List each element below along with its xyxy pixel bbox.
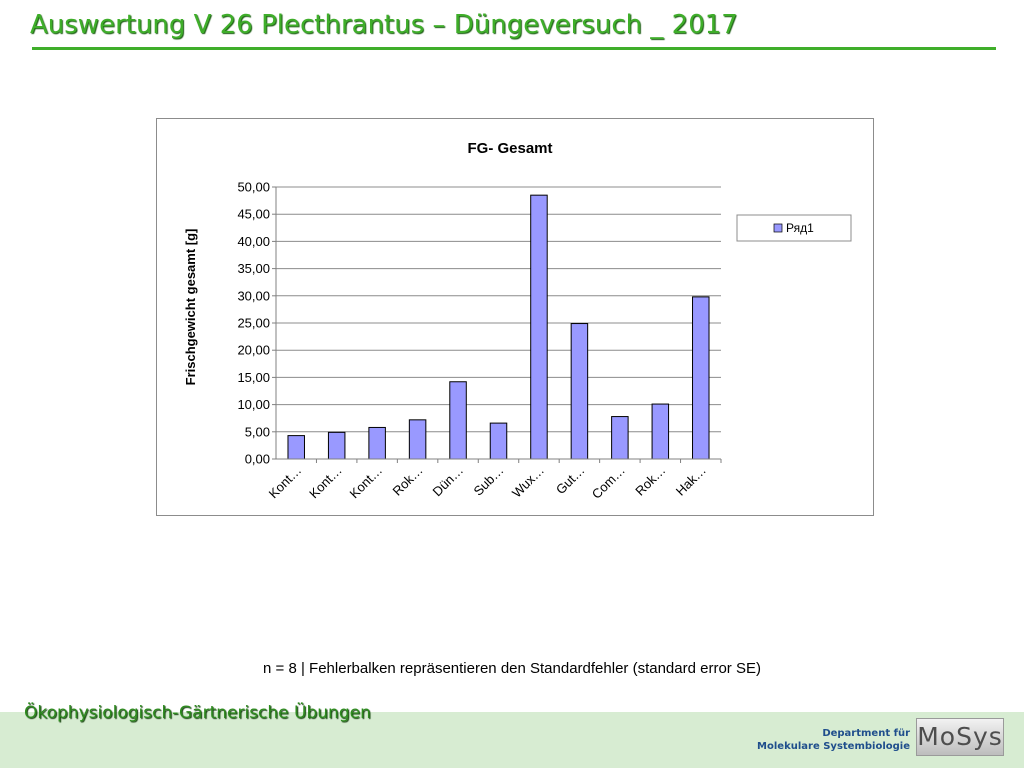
x-tick-label: Kont… [266, 463, 305, 502]
bar [692, 296, 710, 460]
y-tick-label: 5,00 [245, 424, 270, 439]
y-tick-label: 15,00 [237, 370, 270, 385]
y-tick-label: 40,00 [237, 234, 270, 249]
x-tick-label: Kont… [306, 463, 345, 502]
bar [368, 426, 386, 460]
y-axis-label: Frischgewicht gesamt [g] [183, 229, 198, 386]
x-tick-label: Com… [589, 463, 628, 502]
chart-title: FG- Gesamt [467, 140, 552, 157]
footer-dept-line1: Department für [822, 728, 910, 739]
y-tick-label: 0,00 [245, 452, 270, 467]
x-tick-label: Wux… [509, 463, 547, 501]
y-tick-label: 50,00 [237, 180, 270, 195]
chart-frame: FG- Gesamt 0,00 5,00 10,00 15,00 20,00 25,00 3… [156, 118, 874, 516]
legend-box [736, 214, 852, 242]
bar [327, 431, 346, 460]
y-tick-label: 30,00 [237, 288, 270, 303]
legend: Ряд1 [736, 214, 852, 242]
legend-swatch [773, 223, 783, 233]
x-tick-label: Kont… [347, 463, 386, 502]
bar [570, 323, 589, 460]
x-tick-label: Dün… [429, 463, 466, 500]
y-tick-label: 20,00 [237, 343, 270, 358]
y-tick-label: 25,00 [237, 316, 270, 331]
bar [287, 435, 305, 460]
footer-band [0, 712, 1024, 768]
x-tick-label: Rok… [632, 463, 668, 499]
x-tick-label: Hak… [673, 463, 709, 499]
footer-department: Department für Molekulare Systembiologie [757, 727, 910, 753]
x-tick-label: Rok… [390, 463, 426, 499]
y-tick-label: 10,00 [237, 397, 270, 412]
y-tick-label: 35,00 [237, 261, 270, 276]
bar [651, 403, 670, 460]
slide-title: Auswertung V 26 Plecthrantus – Düngevers… [30, 10, 738, 40]
y-axis-ticks: 0,00 5,00 10,00 15,00 20,00 25,00 30,00 35,00 40… [237, 180, 276, 467]
mosys-logo: MoSys [916, 718, 1004, 756]
x-tick-label: Sub… [470, 463, 506, 499]
bar [449, 381, 467, 460]
bar [611, 416, 629, 460]
title-underline [32, 47, 996, 50]
x-tick-label: Gut… [553, 463, 588, 498]
footnote: n = 8 | Fehlerbalken repräsentieren den … [263, 660, 761, 677]
bar [530, 194, 548, 460]
bar [489, 422, 508, 460]
bar [408, 419, 427, 460]
gridlines [276, 186, 721, 433]
footer-dept-line2: Molekulare Systembiologie [757, 741, 910, 752]
x-axis-ticks: Kont… Kont… Kont… Rok… Dün… Sub… Wux… Gut… Com… R… [266, 459, 722, 502]
bars [287, 194, 710, 460]
footer-course-title: Ökophysiologisch-Gärtnerische Übungen [24, 703, 371, 723]
legend-label: Ряд1 [786, 221, 814, 235]
bar-chart: FG- Gesamt 0,00 5,00 10,00 15,00 20,00 25,00 3… [183, 140, 852, 502]
y-tick-label: 45,00 [237, 207, 270, 222]
